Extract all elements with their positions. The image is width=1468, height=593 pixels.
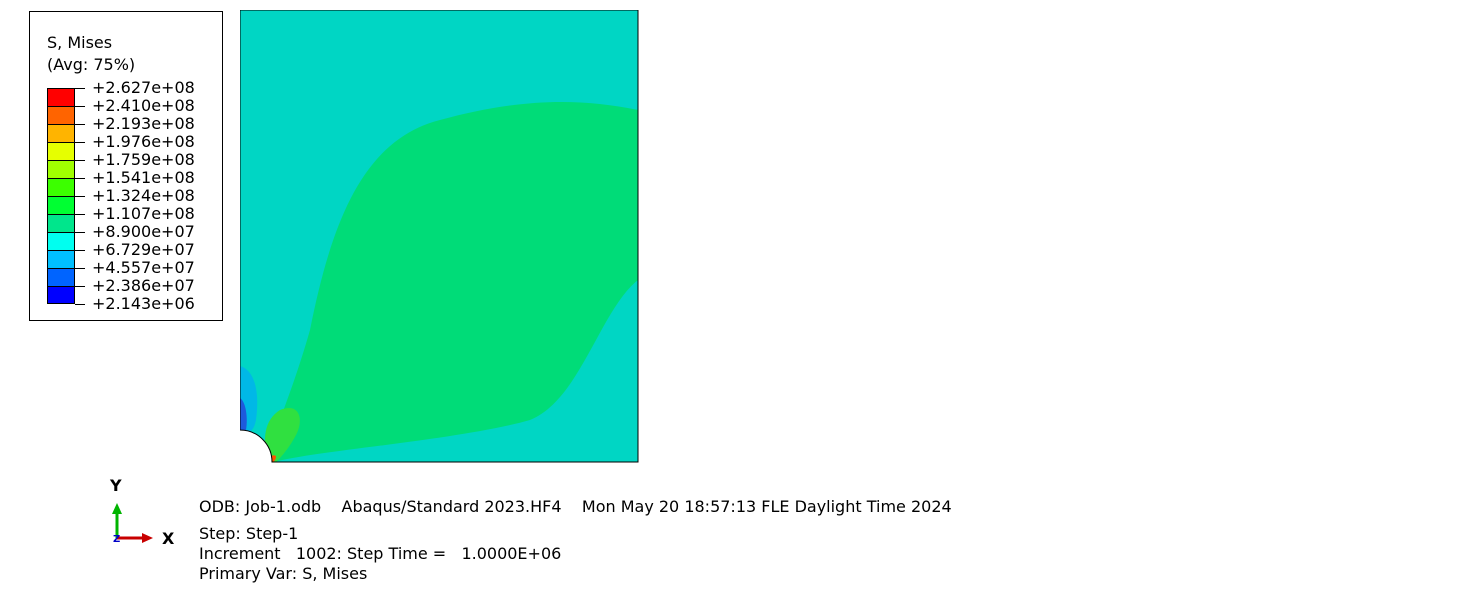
legend-tick-mark: [75, 232, 85, 233]
legend-swatch: [47, 196, 75, 214]
legend-tick-mark: [75, 178, 85, 179]
legend-tick-label: +1.541e+08: [92, 168, 195, 187]
legend-averaging: (Avg: 75%): [47, 55, 136, 74]
legend-swatch: [47, 160, 75, 178]
legend-tick-mark: [75, 142, 85, 143]
primary-var-info-line: Primary Var: S, Mises: [199, 564, 368, 583]
coordinate-triad: Y Z X: [109, 476, 175, 548]
legend-tick-label: +2.143e+06: [92, 294, 195, 313]
legend-tick-mark: [75, 286, 85, 287]
legend-tick-label: +6.729e+07: [92, 240, 195, 259]
legend-tick-mark: [75, 196, 85, 197]
contour-legend: S, Mises (Avg: 75%) +2.627e+08 +2.410e+08…: [29, 11, 223, 321]
triad-z-label: Z: [113, 534, 120, 545]
stress-concentration-region: [264, 408, 300, 462]
triad-x-label: X: [162, 529, 175, 548]
legend-tick-label: +1.107e+08: [92, 204, 195, 223]
legend-tick-label: +2.627e+08: [92, 78, 195, 97]
legend-swatch: [47, 214, 75, 232]
legend-swatch: [47, 142, 75, 160]
legend-tick-mark: [75, 160, 85, 161]
legend-swatch: [47, 286, 75, 304]
triad-y-arrowhead: [112, 503, 122, 514]
high-stress-region: [266, 101, 638, 462]
plate-outline: [240, 10, 639, 463]
legend-swatch: [47, 178, 75, 196]
legend-tick-label: +8.900e+07: [92, 222, 195, 241]
triad-x-arrowhead: [142, 533, 153, 543]
legend-tick-mark: [75, 124, 85, 125]
step-info-line: Step: Step-1: [199, 524, 299, 543]
legend-swatch: [47, 88, 75, 106]
legend-tick-label: +1.759e+08: [92, 150, 195, 169]
lowest-stress-region: [240, 398, 247, 432]
legend-tick-mark: [75, 88, 85, 89]
odb-info-line: ODB: Job-1.odb Abaqus/Standard 2023.HF4 …: [199, 497, 952, 516]
legend-tick-mark: [75, 250, 85, 251]
triad-y-label: Y: [109, 476, 122, 495]
legend-swatch: [47, 232, 75, 250]
legend-swatch: [47, 106, 75, 124]
legend-swatch: [47, 124, 75, 142]
legend-swatch: [47, 250, 75, 268]
contour-plot[interactable]: [240, 10, 640, 464]
legend-tick-label: +2.386e+07: [92, 276, 195, 295]
legend-tick-label: +2.193e+08: [92, 114, 195, 133]
increment-info-line: Increment 1002: Step Time = 1.0000E+06: [199, 544, 562, 563]
legend-tick-mark: [75, 214, 85, 215]
legend-tick-mark: [75, 304, 85, 305]
legend-color-bar: [47, 88, 75, 304]
legend-tick-label: +2.410e+08: [92, 96, 195, 115]
legend-swatch: [47, 268, 75, 286]
legend-tick-label: +1.324e+08: [92, 186, 195, 205]
legend-tick-label: +4.557e+07: [92, 258, 195, 277]
legend-tick-mark: [75, 268, 85, 269]
legend-tick-label: +1.976e+08: [92, 132, 195, 151]
legend-tick-mark: [75, 106, 85, 107]
hole-cutout: [240, 430, 272, 462]
legend-title: S, Mises: [47, 33, 113, 52]
